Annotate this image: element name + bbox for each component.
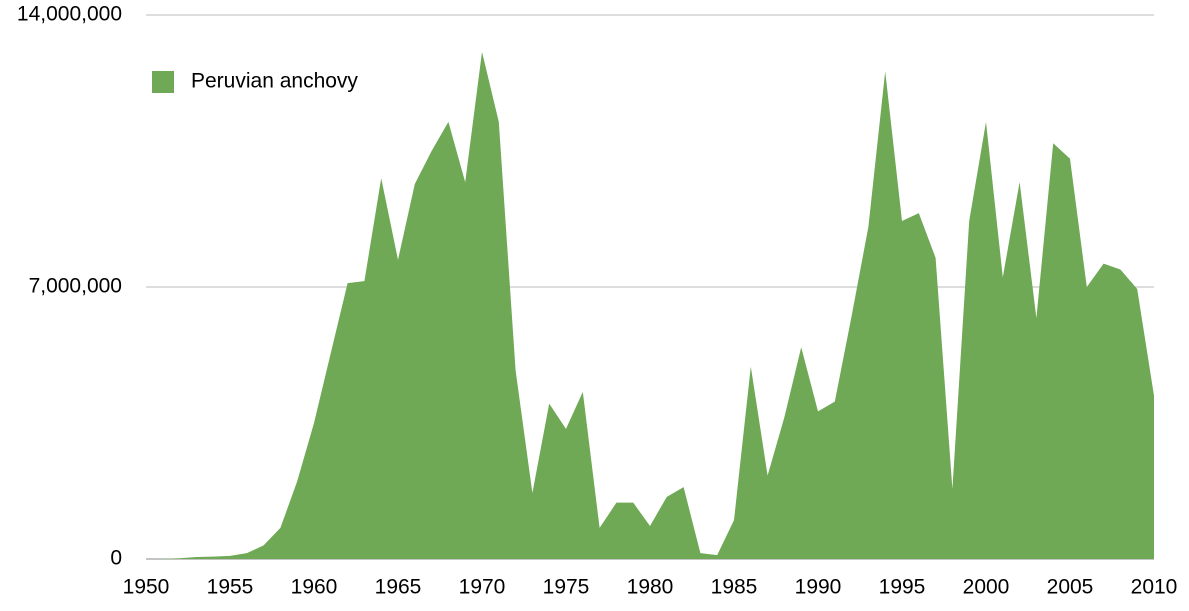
x-tick-label: 1995 bbox=[879, 576, 926, 599]
x-tick-label: 1970 bbox=[459, 576, 506, 599]
area bbox=[146, 51, 1154, 560]
legend-swatch bbox=[152, 71, 174, 93]
x-tick-label: 1985 bbox=[711, 576, 758, 599]
x-tick-label: 1980 bbox=[627, 576, 674, 599]
legend-label: Peruvian anchovy bbox=[191, 70, 358, 93]
x-tick-label: 1990 bbox=[795, 576, 842, 599]
x-tick-label: 2010 bbox=[1131, 576, 1178, 599]
x-tick-label: 2000 bbox=[963, 576, 1010, 599]
x-tick-label: 1960 bbox=[291, 576, 338, 599]
y-tick-label: 14,000,000 bbox=[17, 3, 122, 26]
y-tick-label: 7,000,000 bbox=[29, 275, 122, 298]
x-tick-label: 1975 bbox=[543, 576, 590, 599]
x-tick-label: 1965 bbox=[375, 576, 422, 599]
x-tick-label: 1955 bbox=[207, 576, 254, 599]
x-tick-label: 2005 bbox=[1047, 576, 1094, 599]
y-tick-label: 0 bbox=[110, 547, 122, 570]
x-tick-label: 1950 bbox=[123, 576, 170, 599]
